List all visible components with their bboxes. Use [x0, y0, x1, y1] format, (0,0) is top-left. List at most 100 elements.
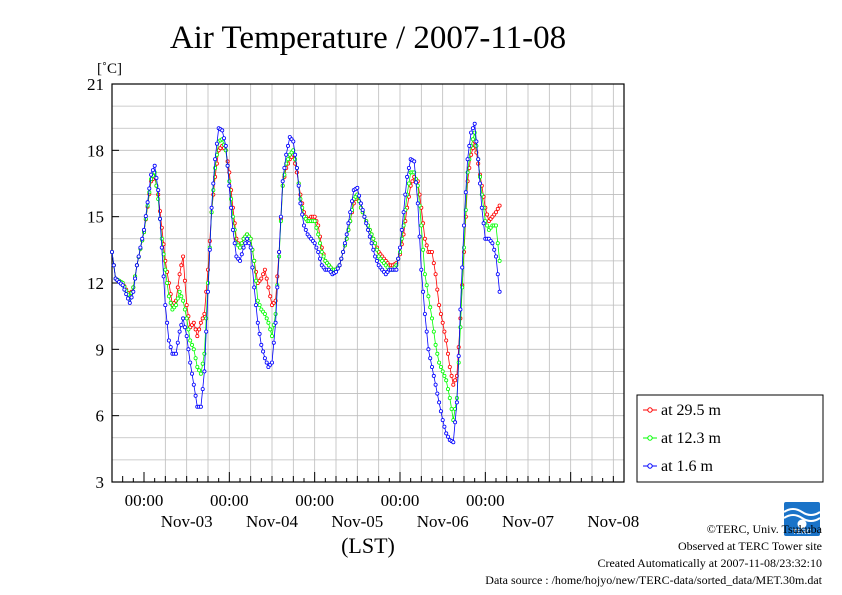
legend-label: at 29.5 m	[661, 402, 722, 419]
data-point	[179, 294, 184, 299]
data-point	[259, 342, 264, 347]
data-point	[493, 210, 498, 215]
y-tick-label: 15	[87, 208, 104, 227]
data-point	[493, 254, 498, 259]
data-point	[269, 360, 274, 365]
data-point	[396, 256, 401, 261]
x-tick-label: 00:00	[381, 491, 420, 510]
data-point	[200, 387, 205, 392]
data-point	[424, 243, 429, 248]
data-point	[406, 181, 411, 186]
data-point	[255, 320, 260, 325]
data-point	[401, 210, 406, 215]
data-point	[463, 190, 468, 195]
x-day-label: Nov-04	[246, 512, 298, 531]
data-point	[410, 179, 415, 184]
data-point	[179, 322, 184, 327]
terc-logo: TERC	[783, 502, 821, 536]
data-point	[182, 278, 187, 283]
data-point	[253, 303, 258, 308]
data-point	[182, 307, 187, 312]
data-point	[337, 263, 342, 268]
data-point	[246, 241, 251, 246]
series-line	[111, 132, 500, 421]
data-point	[239, 241, 244, 246]
data-point	[166, 338, 171, 343]
x-day-label: Nov-03	[161, 512, 213, 531]
data-point	[211, 181, 216, 186]
data-point	[312, 241, 317, 246]
data-point	[333, 269, 338, 274]
data-point	[157, 216, 162, 221]
data-point	[175, 340, 180, 345]
data-point	[461, 223, 466, 228]
data-point	[262, 356, 267, 361]
data-point	[243, 241, 248, 246]
y-axis: 3 6 9 12 15 18 21	[87, 75, 119, 492]
data-point	[422, 272, 427, 277]
data-point	[284, 152, 289, 157]
data-point	[474, 139, 479, 144]
data-point	[314, 225, 319, 230]
data-point	[316, 232, 321, 237]
data-point	[268, 327, 273, 332]
data-point	[186, 327, 191, 332]
data-point	[163, 267, 168, 272]
data-point	[435, 287, 440, 292]
data-point	[435, 351, 440, 356]
data-point	[261, 349, 266, 354]
data-point	[431, 329, 436, 334]
data-point	[223, 143, 228, 148]
data-point	[213, 157, 218, 162]
data-point	[469, 130, 474, 135]
data-point	[445, 351, 450, 356]
y-axis-unit: [˚C]	[97, 61, 122, 77]
data-point	[458, 325, 463, 330]
grid	[112, 83, 624, 483]
data-point	[282, 165, 287, 170]
data-point	[479, 205, 484, 210]
data-point	[193, 393, 198, 398]
data-point	[433, 272, 438, 277]
data-point	[467, 143, 472, 148]
data-point	[179, 263, 184, 268]
data-point	[373, 254, 378, 259]
data-point	[147, 186, 152, 191]
data-point	[191, 320, 196, 325]
data-point	[374, 258, 379, 263]
legend-marker	[647, 407, 653, 413]
data-point	[149, 172, 154, 177]
data-point	[230, 227, 235, 232]
data-point	[495, 241, 500, 246]
data-point	[111, 263, 116, 268]
data-point	[445, 387, 450, 392]
data-point	[159, 236, 164, 241]
legend-marker	[647, 463, 653, 469]
data-point	[349, 199, 354, 204]
data-point	[360, 207, 365, 212]
data-point	[438, 409, 443, 414]
data-point	[181, 254, 186, 259]
data-point	[453, 420, 458, 425]
data-point	[445, 434, 450, 439]
data-point	[252, 258, 257, 263]
data-point	[335, 266, 340, 271]
data-point	[424, 283, 429, 288]
y-tick-label: 18	[87, 141, 104, 160]
data-point	[490, 241, 495, 246]
x-tick-label: 00:00	[466, 491, 505, 510]
data-point	[477, 174, 482, 179]
data-point	[181, 298, 186, 303]
data-point	[493, 223, 498, 228]
data-point	[485, 223, 490, 228]
data-point	[184, 334, 189, 339]
data-point	[438, 364, 443, 369]
data-point	[193, 327, 198, 332]
data-point	[419, 267, 424, 272]
x-day-label: Nov-08	[587, 512, 639, 531]
data-point	[177, 289, 182, 294]
data-point	[422, 236, 427, 241]
legend-box	[636, 394, 824, 483]
data-point	[442, 424, 447, 429]
